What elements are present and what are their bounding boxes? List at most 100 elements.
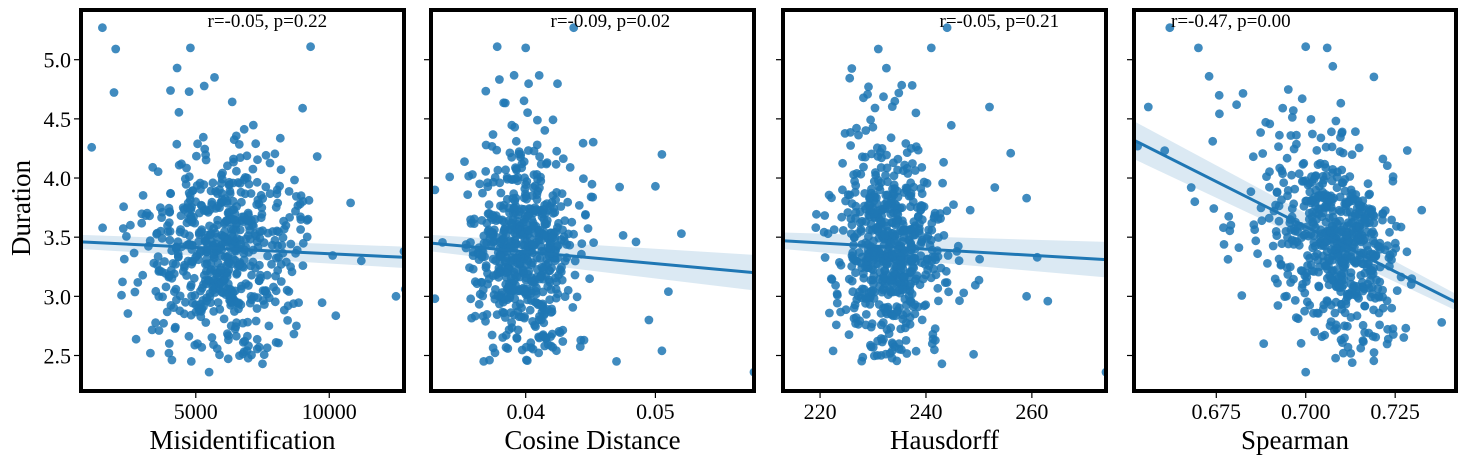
- scatter-point: [1256, 128, 1265, 137]
- scatter-point: [570, 256, 580, 266]
- scatter-point: [239, 175, 249, 185]
- scatter-point: [901, 336, 911, 345]
- scatter-point: [911, 346, 921, 356]
- scatter-point: [1296, 338, 1306, 348]
- scatter-point: [1273, 301, 1283, 310]
- scatter-point: [892, 356, 902, 366]
- scatter-point: [151, 286, 161, 296]
- scatter-point: [508, 194, 518, 203]
- scatter-point: [868, 265, 878, 275]
- scatter-point: [911, 108, 921, 118]
- scatter-point: [1289, 144, 1299, 154]
- scatter-point: [283, 316, 292, 325]
- scatter-point: [181, 297, 190, 307]
- scatter-point: [484, 200, 494, 210]
- scatter-point: [530, 297, 540, 307]
- scatter-point: [1369, 356, 1379, 366]
- scatter-point: [578, 138, 588, 148]
- scatter-point: [1208, 136, 1218, 146]
- scatter-point: [1351, 127, 1360, 136]
- scatter-point: [1224, 212, 1234, 221]
- scatter-point: [1251, 236, 1261, 246]
- scatter-point: [850, 176, 859, 186]
- scatter-point: [1280, 292, 1290, 301]
- scatter-point: [1358, 320, 1368, 330]
- scatter-point: [872, 351, 882, 360]
- scatter-point: [898, 227, 907, 236]
- scatter-point: [919, 301, 929, 311]
- scatter-point: [1165, 23, 1175, 33]
- scatter-point: [828, 346, 838, 356]
- scatter-point: [1331, 116, 1341, 126]
- scatter-point: [263, 251, 272, 261]
- scatter-point: [146, 348, 155, 358]
- scatter-point: [220, 275, 229, 285]
- scatter-point: [548, 115, 558, 125]
- scatter-point: [1209, 204, 1219, 213]
- scatter-point: [161, 282, 171, 292]
- scatter-point: [178, 266, 188, 276]
- scatter-point: [1232, 100, 1241, 110]
- scatter-point: [154, 326, 164, 335]
- scatter-point: [251, 316, 261, 326]
- correlation-annotation: r=-0.47, p=0.00: [1171, 11, 1291, 32]
- scatter-point: [657, 346, 667, 356]
- scatter-point: [871, 168, 880, 177]
- scatter-point: [954, 256, 964, 266]
- scatter-point: [955, 296, 964, 306]
- scatter-point: [856, 169, 866, 179]
- scatter-point: [159, 318, 169, 328]
- scatter-point: [238, 318, 248, 328]
- scatter-point: [1384, 253, 1394, 263]
- scatter-point: [1336, 133, 1345, 142]
- scatter-point: [1326, 245, 1336, 255]
- scatter-point: [916, 184, 926, 193]
- scatter-point: [841, 305, 851, 315]
- scatter-point: [1263, 259, 1272, 268]
- scatter-point: [501, 165, 510, 175]
- scatter-point: [500, 98, 510, 108]
- scatter-point: [167, 355, 177, 365]
- scatter-point: [515, 299, 525, 309]
- scatter-point: [510, 275, 519, 285]
- scatter-point: [576, 335, 586, 345]
- scatter-point: [1346, 268, 1356, 277]
- scatter-point: [235, 260, 245, 270]
- scatter-point: [1374, 308, 1384, 318]
- scatter-point: [118, 224, 128, 233]
- scatter-point: [827, 193, 836, 203]
- scatter-point: [190, 340, 200, 350]
- scatter-point: [884, 329, 894, 339]
- scatter-point: [262, 343, 272, 353]
- scatter-point: [880, 218, 890, 227]
- scatter-point: [521, 180, 531, 190]
- scatter-point: [1327, 176, 1337, 186]
- scatter-point: [534, 71, 544, 80]
- scatter-point: [251, 263, 260, 273]
- scatter-point: [837, 212, 847, 222]
- scatter-point: [193, 139, 203, 149]
- scatter-point: [163, 227, 173, 237]
- scatter-point: [263, 228, 273, 238]
- scatter-point: [550, 208, 560, 217]
- scatter-point: [519, 215, 529, 224]
- scatter-point: [1301, 229, 1310, 239]
- scatter-point: [271, 338, 281, 347]
- scatter-point: [1277, 166, 1287, 176]
- scatter-point: [551, 195, 561, 205]
- scatter-point: [1283, 270, 1293, 279]
- scatter-point: [111, 44, 121, 54]
- scatter-point: [223, 285, 232, 294]
- scatter-point: [156, 203, 165, 213]
- scatter-point: [225, 180, 234, 189]
- scatter-point: [166, 86, 175, 95]
- scatter-point: [974, 275, 984, 285]
- scatter-point: [1354, 143, 1364, 153]
- scatter-point: [141, 211, 151, 221]
- scatter-point: [165, 207, 175, 217]
- scatter-point: [869, 236, 878, 246]
- scatter-point: [588, 192, 598, 202]
- scatter-point: [331, 311, 341, 321]
- panel-spearman: 0.675 0.700 0.725 Spearman r=-0.47, p=0.00: [1127, 8, 1458, 455]
- scatter-point: [949, 200, 958, 210]
